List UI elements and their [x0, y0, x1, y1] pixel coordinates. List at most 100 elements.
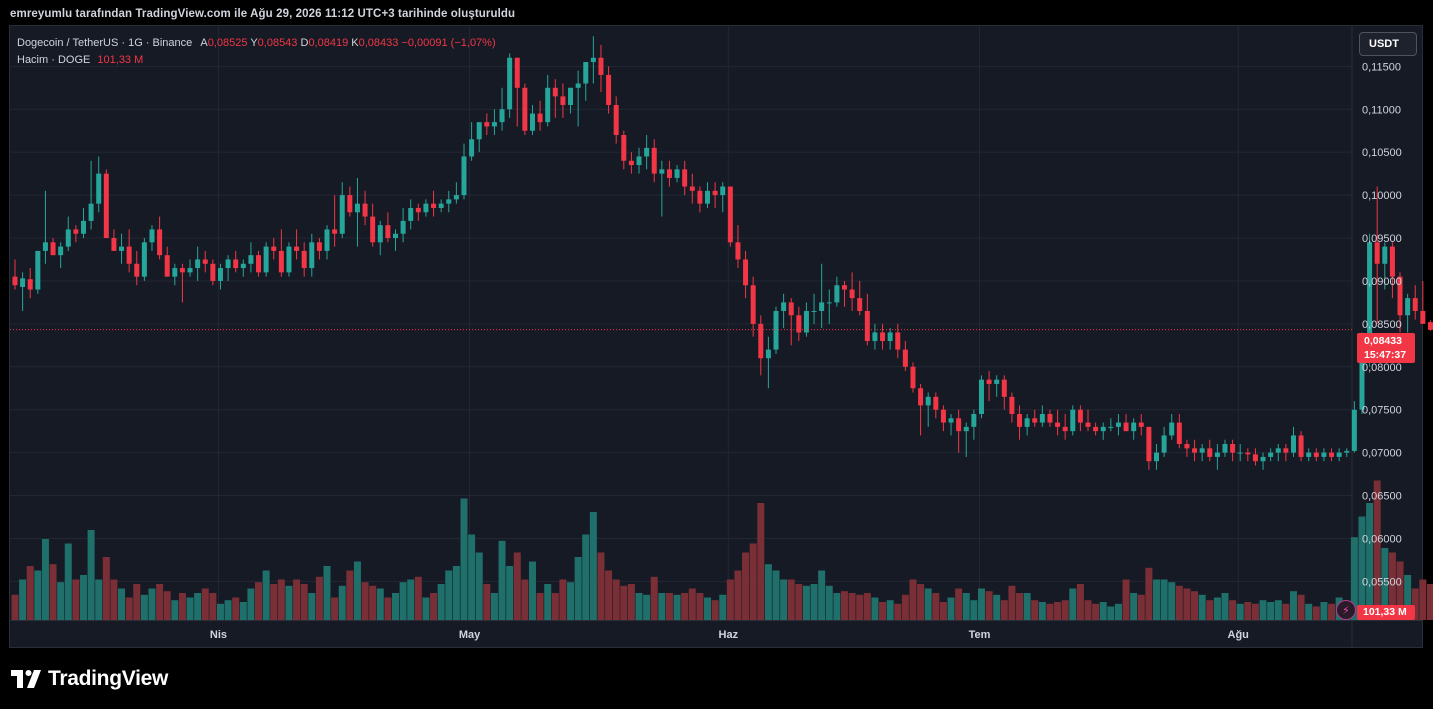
- candle: [370, 203, 376, 247]
- candle-body: [507, 57, 513, 110]
- candle: [256, 250, 262, 277]
- currency-button[interactable]: USDT: [1359, 32, 1417, 56]
- candle: [872, 323, 878, 350]
- candle: [1047, 409, 1053, 427]
- last-price-label: 0,08433 15:47:37: [1357, 333, 1415, 363]
- volume-bar: [1419, 579, 1427, 620]
- lightning-icon[interactable]: ⚡: [1336, 600, 1356, 620]
- volume-bar: [1411, 588, 1419, 620]
- candle: [522, 83, 528, 136]
- ohlc-low-key: D: [300, 37, 309, 49]
- volume-bar: [178, 593, 186, 620]
- time-tick-label: Ağu: [1228, 629, 1249, 641]
- candle: [301, 242, 307, 277]
- volume-bar: [749, 543, 757, 620]
- volume-bar: [627, 584, 635, 620]
- time-axis: Nis May Haz Tem Ağu: [210, 629, 1249, 641]
- candle-body: [469, 139, 475, 157]
- candle: [1161, 426, 1167, 457]
- candle-body: [179, 268, 185, 273]
- volume-bar: [262, 570, 270, 620]
- candle: [1039, 405, 1045, 427]
- volume-bar: [1092, 603, 1100, 620]
- candle: [324, 225, 330, 260]
- candle-body: [697, 190, 703, 204]
- candle: [179, 263, 185, 303]
- candle: [606, 66, 612, 114]
- candle: [408, 199, 414, 230]
- candle-body: [476, 122, 482, 140]
- volume-label[interactable]: Hacim · DOGE: [17, 54, 91, 66]
- candle-body: [682, 169, 688, 187]
- candle: [1321, 448, 1327, 462]
- ohlc-open-value: 0,08525: [207, 37, 248, 49]
- candle: [1192, 439, 1198, 462]
- candle-body: [172, 268, 178, 277]
- candle: [217, 263, 223, 290]
- candle-body: [750, 285, 756, 324]
- price-tick-label: 0,07000: [1362, 448, 1402, 460]
- volume-bar: [1198, 594, 1206, 620]
- volume-bar: [673, 594, 681, 620]
- candle-body: [446, 199, 452, 204]
- volume-bar: [1016, 593, 1024, 620]
- candle: [499, 87, 505, 131]
- candle: [431, 190, 437, 217]
- volume-bar: [665, 593, 673, 620]
- volume-bar: [49, 564, 57, 620]
- candle: [423, 199, 429, 217]
- candle-body: [575, 83, 581, 88]
- volume-bar: [574, 557, 582, 620]
- candle: [1389, 242, 1395, 299]
- candle: [697, 186, 703, 213]
- volume-bar: [277, 579, 285, 620]
- volume-bar: [353, 561, 361, 620]
- candle: [111, 229, 117, 251]
- candle-body: [1017, 413, 1023, 427]
- candle-body: [1199, 448, 1205, 453]
- candle: [103, 169, 109, 239]
- volume-bar: [620, 585, 628, 620]
- volume-bar: [1426, 584, 1433, 620]
- candle: [978, 375, 984, 419]
- chart-frame[interactable]: [9, 25, 1423, 648]
- candle: [1252, 448, 1258, 466]
- candle: [1085, 409, 1091, 432]
- candle-body: [636, 156, 642, 166]
- candle-body: [1336, 452, 1342, 457]
- volume-bar: [1312, 606, 1320, 620]
- candle-body: [316, 242, 322, 251]
- symbol-name[interactable]: Dogecoin / TetherUS · 1G · Binance: [17, 37, 193, 49]
- candle-body: [971, 413, 977, 427]
- volume-bar: [947, 597, 955, 620]
- candle: [956, 409, 962, 453]
- candle-body: [65, 229, 71, 247]
- candle: [339, 182, 345, 239]
- candle-body: [1077, 409, 1083, 423]
- tradingview-logo[interactable]: TradingView: [11, 667, 168, 691]
- volume-bar: [156, 584, 164, 620]
- price-tick-label: 0,09500: [1362, 233, 1402, 245]
- candle: [811, 293, 817, 324]
- volume-bar: [11, 594, 19, 620]
- candle: [1230, 439, 1236, 462]
- volume-bar: [64, 543, 72, 620]
- candle: [1100, 422, 1106, 440]
- candle-body: [758, 323, 764, 359]
- candle: [354, 177, 360, 247]
- chart-caption: emreyumlu tarafından TradingView.com ile…: [10, 8, 516, 20]
- candle-body: [362, 203, 368, 217]
- candle: [400, 207, 406, 243]
- candle-body: [986, 379, 992, 384]
- volume-bar: [1396, 561, 1404, 620]
- candle-body: [940, 409, 946, 423]
- candle-body: [202, 259, 208, 264]
- candle: [819, 263, 825, 329]
- candle-body: [651, 147, 657, 174]
- candle: [758, 315, 764, 376]
- candle: [1237, 444, 1243, 462]
- volume-bar: [742, 552, 750, 620]
- candle-body: [263, 246, 269, 273]
- candle: [347, 186, 353, 217]
